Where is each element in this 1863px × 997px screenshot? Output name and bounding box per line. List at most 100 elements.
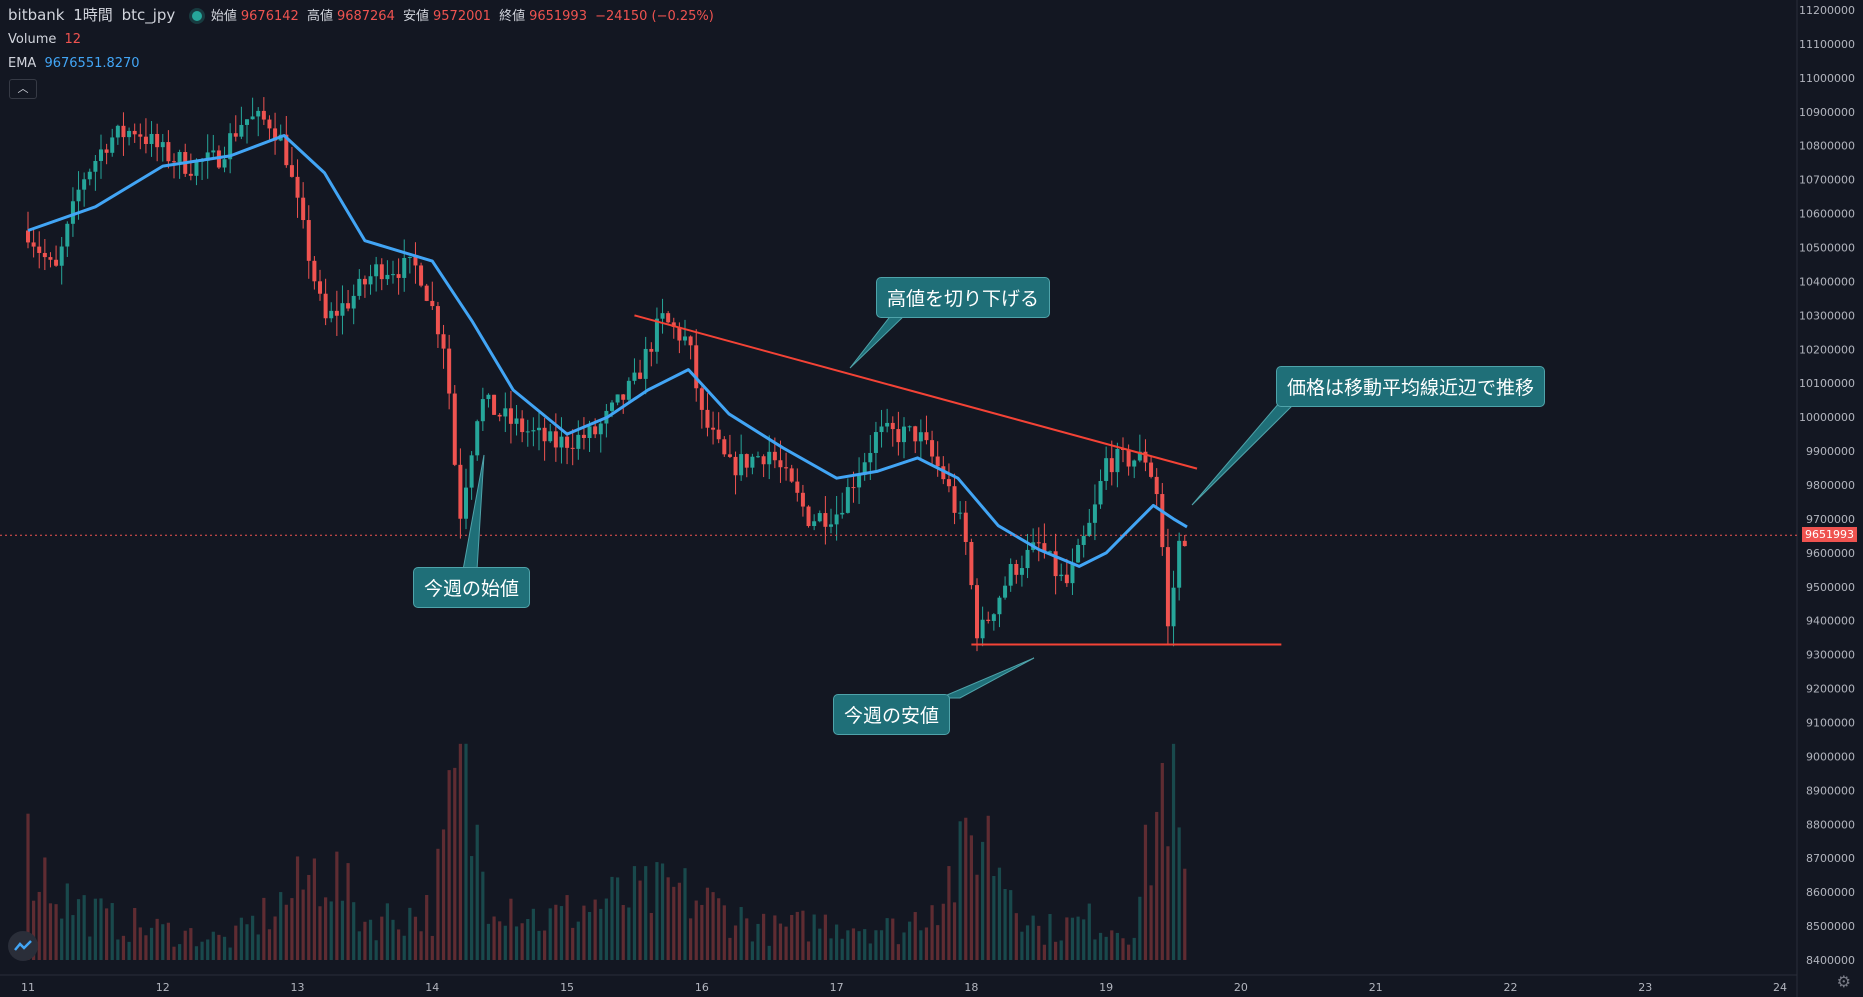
low-value: 9572001 xyxy=(433,9,491,24)
tradingview-logo-icon[interactable] xyxy=(8,931,38,961)
settings-gear-icon[interactable]: ⚙ xyxy=(1836,972,1851,991)
volume-bar xyxy=(1155,811,1159,960)
volume-bar xyxy=(312,858,316,960)
symbol-name[interactable]: btc_jpy xyxy=(121,6,176,24)
y-tick-label: 8600000 xyxy=(1806,886,1855,899)
candle-body xyxy=(559,436,564,448)
candle-body xyxy=(284,134,289,166)
y-tick-label: 10300000 xyxy=(1799,309,1855,322)
candle-body xyxy=(868,452,873,463)
volume-bar xyxy=(1149,885,1153,960)
volume-bar xyxy=(717,898,721,960)
candle-body xyxy=(402,257,407,278)
volume-bar xyxy=(93,898,97,960)
lower-highs-trendline xyxy=(634,314,1198,470)
candle-body xyxy=(245,119,249,125)
x-tick-label: 23 xyxy=(1638,981,1652,994)
volume-bar xyxy=(1110,930,1114,960)
candle-body xyxy=(705,409,710,428)
volume-bar xyxy=(952,902,957,960)
interval-label[interactable]: 1時間 xyxy=(73,6,113,24)
candle-body xyxy=(469,455,474,488)
x-tick-label: 19 xyxy=(1099,981,1113,994)
candle-body xyxy=(110,137,115,153)
close-value: 9651993 xyxy=(529,9,587,24)
candle-body xyxy=(155,133,160,148)
volume-bar xyxy=(790,914,794,960)
volume-bar xyxy=(509,898,513,960)
volume-bar xyxy=(924,927,929,960)
volume-bar xyxy=(660,863,665,960)
candle-body xyxy=(419,265,424,286)
candle-body xyxy=(756,456,760,458)
candle-body xyxy=(851,487,856,489)
candle-body xyxy=(924,432,929,441)
callout-lower-highs: 高値を切り下げる xyxy=(876,277,1051,318)
volume-bar xyxy=(267,929,272,960)
exchange-name[interactable]: bitbank xyxy=(8,6,65,24)
volume-bar xyxy=(784,926,788,960)
candle-body xyxy=(935,456,940,467)
volume-bar xyxy=(279,892,283,960)
volume-bar xyxy=(1093,939,1097,960)
volume-bar xyxy=(284,904,288,960)
y-tick-label: 10200000 xyxy=(1799,343,1855,356)
volume-bar xyxy=(829,938,833,960)
volume-bar xyxy=(554,904,558,960)
volume-bar xyxy=(801,910,805,960)
candle-body xyxy=(1019,568,1024,575)
volume-bar xyxy=(262,897,266,960)
volume-bar xyxy=(217,934,221,960)
volume-bar xyxy=(997,867,1002,960)
candle-body xyxy=(643,348,648,379)
volume-bar xyxy=(133,907,137,960)
volume-legend[interactable]: Volume 12 xyxy=(8,32,85,47)
candle-body xyxy=(26,230,30,243)
candle-body xyxy=(188,173,193,176)
candle-body xyxy=(565,436,570,448)
volume-bar xyxy=(161,924,165,960)
candle-body xyxy=(65,223,70,247)
x-tick-label: 16 xyxy=(695,981,709,994)
candle-body xyxy=(1109,458,1114,473)
volume-bar xyxy=(587,911,592,960)
volume-bar xyxy=(700,904,704,960)
candle-body xyxy=(54,259,59,266)
ema-value: 9676551.8270 xyxy=(44,56,140,71)
volume-bar xyxy=(767,945,771,960)
candle-body xyxy=(334,310,339,316)
volume-bar xyxy=(183,930,187,960)
candle-body xyxy=(306,220,311,261)
volume-bar xyxy=(879,930,884,960)
volume-bar xyxy=(599,908,603,960)
ema-legend[interactable]: EMA 9676551.8270 xyxy=(8,56,144,71)
volume-bar xyxy=(1121,938,1125,960)
callout-near-ma: 価格は移動平均線近辺で推移 xyxy=(1276,366,1546,407)
candle-body xyxy=(688,336,693,346)
volume-bar xyxy=(823,914,827,960)
candle-body xyxy=(963,512,968,542)
volume-bar xyxy=(610,876,614,960)
candle-body xyxy=(1115,448,1120,473)
high-value: 9687264 xyxy=(336,9,395,24)
volume-bar xyxy=(1127,944,1131,960)
candle-body xyxy=(1182,540,1187,547)
candle-body xyxy=(1171,587,1176,627)
volume-bar xyxy=(683,868,687,960)
volume-bar xyxy=(357,931,361,960)
x-tick-label: 24 xyxy=(1773,981,1787,994)
callout-pointer-week-low xyxy=(939,657,1035,699)
volume-bar xyxy=(273,916,277,960)
candle-body xyxy=(784,467,789,469)
y-tick-label: 10500000 xyxy=(1799,242,1855,255)
volume-bar xyxy=(632,866,637,960)
candle-body xyxy=(486,394,491,400)
volume-bar xyxy=(481,871,485,960)
collapse-legend-button[interactable]: ︿ xyxy=(9,79,37,99)
volume-bar xyxy=(689,918,693,960)
candle-body xyxy=(621,394,626,400)
x-tick-label: 22 xyxy=(1503,981,1517,994)
volume-bar xyxy=(857,931,861,960)
volume-bar xyxy=(346,863,350,960)
